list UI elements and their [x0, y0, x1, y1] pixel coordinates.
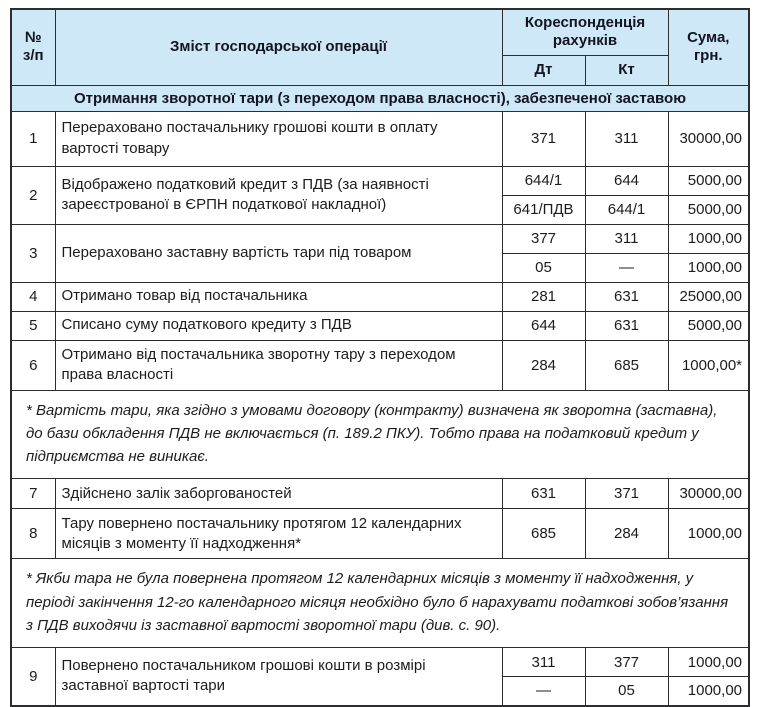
kt-value: 311 — [584, 110, 669, 167]
table-row: 9 Повернено постачальником грошові кошти… — [10, 647, 750, 706]
row-number: 6 — [10, 339, 56, 391]
operation-text: Відображено податковий кредит з ПДВ (за … — [54, 165, 503, 225]
header-row-sub: Дт Кт — [11, 54, 749, 86]
table-row: 4 Отримано товар від постачальника 281 6… — [10, 281, 750, 312]
sum-value: 30000,00 — [667, 478, 750, 510]
section-title: Отримання зворотної тари (з переходом пр… — [10, 84, 750, 112]
row-number: 9 — [10, 647, 56, 706]
sum-value: 30000,00 — [667, 110, 750, 167]
page: № з/п Зміст господарської операції Корес… — [10, 8, 751, 707]
operation-text: Повернено постачальником грошові кошти в… — [54, 647, 503, 706]
row-number: 4 — [10, 281, 56, 312]
kt-value: 311 — [584, 223, 669, 254]
operation-text: Тару повернено постачальнику протягом 12… — [54, 508, 503, 560]
sum-value: 1000,00* — [667, 339, 750, 391]
header-dt: Дт — [501, 54, 586, 86]
kt-value: 644/1 — [584, 194, 669, 225]
dt-value: 377 — [501, 223, 586, 254]
dt-value: 641/ПДВ — [501, 194, 586, 225]
dt-value: 644/1 — [501, 165, 586, 196]
operation-text: Отримано від постачальника зворотну тару… — [54, 339, 503, 391]
table-row: 7 Здійснено залік заборгованостей 631 37… — [10, 478, 750, 510]
sum-value: 1000,00 — [667, 508, 750, 560]
kt-value: 644 — [584, 165, 669, 196]
row-number: 7 — [10, 478, 56, 510]
table-subrow: 05 — 1000,00 — [11, 252, 750, 283]
footnote-text: * Якби тара не була повернена протягом 1… — [10, 558, 750, 648]
kt-value: 631 — [584, 310, 669, 341]
header-row-top: № з/п Зміст господарської операції Корес… — [10, 8, 750, 86]
row-number: 1 — [10, 110, 56, 167]
kt-value: 284 — [584, 508, 669, 560]
dt-value: 631 — [501, 478, 586, 510]
header-operation: Зміст господарської операції — [54, 8, 503, 86]
kt-value: 631 — [584, 281, 669, 312]
row-number: 5 — [10, 310, 56, 341]
table-row: 2 Відображено податковий кредит з ПДВ (з… — [10, 165, 750, 225]
sum-value: 1000,00 — [667, 647, 750, 677]
sum-value: 5000,00 — [667, 165, 750, 196]
sum-value: 25000,00 — [667, 281, 750, 312]
dt-value: 644 — [501, 310, 586, 341]
operation-text: Перераховано постачальнику грошові кошти… — [54, 110, 503, 167]
dt-value: 284 — [501, 339, 586, 391]
header-correspondence: Кореспонденція рахунків — [501, 8, 669, 56]
kt-value: 371 — [584, 478, 669, 510]
sum-value: 5000,00 — [667, 310, 750, 341]
dt-value: — — [501, 676, 586, 706]
table-subrow: 641/ПДВ 644/1 5000,00 — [11, 194, 750, 225]
footnote-text: * Вартість тари, яка згідно з умовами до… — [10, 389, 750, 480]
sum-value: 1000,00 — [667, 676, 750, 706]
dt-value: 05 — [501, 252, 586, 283]
header-sum: Сума, грн. — [667, 8, 750, 86]
section-header-row: Отримання зворотної тари (з переходом пр… — [10, 84, 750, 112]
footnote-row: * Якби тара не була повернена протягом 1… — [10, 558, 750, 648]
table-row: 5 Списано суму податкового кредиту з ПДВ… — [10, 310, 750, 341]
table-row: 8 Тару повернено постачальнику протягом … — [10, 508, 750, 560]
dt-value: 371 — [501, 110, 586, 167]
header-num: № з/п — [10, 8, 56, 86]
table-row: 1 Перераховано постачальнику грошові кош… — [10, 110, 750, 167]
row-number: 2 — [10, 165, 56, 225]
kt-value: — — [584, 252, 669, 283]
table-row: 6 Отримано від постачальника зворотну та… — [10, 339, 750, 391]
operation-text: Списано суму податкового кредиту з ПДВ — [54, 310, 503, 341]
sum-value: 1000,00 — [667, 223, 750, 254]
kt-value: 377 — [584, 647, 669, 677]
operation-text: Здійснено залік заборгованостей — [54, 478, 503, 510]
table-row: 3 Перераховано заставну вартість тари пі… — [10, 223, 750, 283]
sum-value: 1000,00 — [667, 252, 750, 283]
accounting-operations-table: № з/п Зміст господарської операції Корес… — [10, 8, 751, 707]
header-kt: Кт — [584, 54, 669, 86]
row-number: 8 — [10, 508, 56, 560]
footnote-row: * Вартість тари, яка згідно з умовами до… — [10, 389, 750, 480]
operation-text: Отримано товар від постачальника — [54, 281, 503, 312]
operation-text: Перераховано заставну вартість тари під … — [54, 223, 503, 283]
row-number: 3 — [10, 223, 56, 283]
kt-value: 05 — [584, 676, 669, 706]
dt-value: 311 — [501, 647, 586, 677]
sum-value: 5000,00 — [667, 194, 750, 225]
kt-value: 685 — [584, 339, 669, 391]
dt-value: 281 — [501, 281, 586, 312]
dt-value: 685 — [501, 508, 586, 560]
